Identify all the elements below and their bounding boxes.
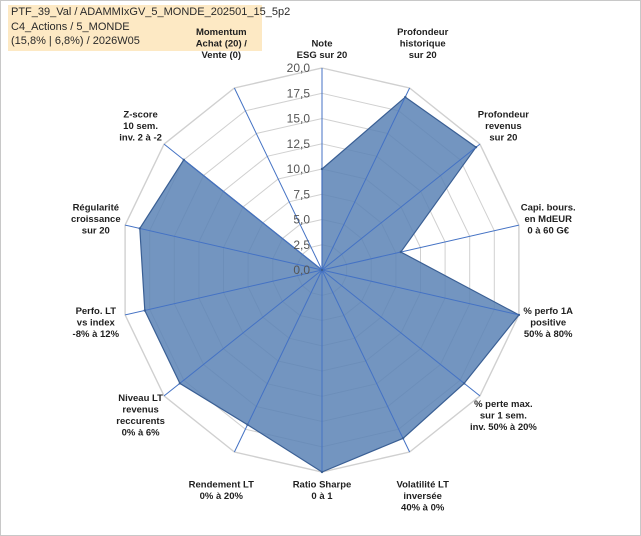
axis-spoke (163, 269, 323, 397)
axis-spoke (163, 143, 323, 271)
data-point (320, 470, 324, 474)
axis-spoke (321, 269, 481, 397)
info-line-1: PTF_39_Val / ADAMMIxGV_5_MONDE_202501_15… (11, 6, 291, 18)
axis-spoke (124, 224, 323, 271)
tick-label: 12,5 (287, 137, 311, 151)
axis-spoke (321, 224, 520, 271)
axis-label: Perfo. LT vs index -8% à 12% (73, 306, 120, 340)
axis-label: % perfo 1A positive 50% à 80% (523, 306, 573, 340)
axis-spoke (321, 143, 481, 271)
axis-label: Rendement LT 0% à 20% (189, 480, 254, 503)
info-line-3: (15,8% | 6,8%) / 2026W05 (11, 35, 140, 47)
portfolio-info-box: PTF_39_Val / ADAMMIxGV_5_MONDE_202501_15… (8, 5, 291, 51)
tick-label: 17,5 (287, 86, 311, 100)
axis-spoke (321, 269, 411, 453)
axis-spoke (124, 269, 323, 316)
axis-spoke (321, 269, 520, 316)
data-point (246, 423, 249, 426)
axis-label: Capi. bours. en MdEUR 0 à 60 G€ (521, 203, 576, 237)
tick-label: 15,0 (287, 112, 311, 126)
tick-label: 0,0 (293, 263, 310, 277)
axis-label: Momentum Achat (20) / Vente (0) (196, 27, 248, 61)
axis-label: Ratio Sharpe 0 à 1 (293, 480, 352, 503)
tick-label: 5,0 (293, 213, 310, 227)
data-point (138, 227, 141, 230)
axis-label: Volatilité LT inversée 40% à 0% (396, 480, 449, 514)
axis-spoke (233, 87, 323, 271)
axis-label: Régularité croissance sur 20 (71, 203, 121, 237)
tick-label: 2,5 (293, 238, 310, 252)
axis-label: Z-score 10 sem. inv. 2 à -2 (119, 110, 162, 144)
tick-label: 20,0 (287, 61, 311, 75)
axis-label: Profondeur revenus sur 20 (478, 110, 529, 144)
tick-label: 10,0 (287, 162, 311, 176)
data-point (399, 250, 402, 254)
data-point (462, 382, 466, 385)
axis-label: Note ESG sur 20 (297, 39, 348, 62)
axis-spoke (321, 87, 411, 271)
axis-label: Profondeur historique sur 20 (397, 27, 448, 61)
data-point (320, 268, 324, 272)
data-point (474, 146, 478, 149)
axis-spoke (233, 269, 323, 453)
data-point (320, 167, 324, 171)
data-point (404, 95, 407, 99)
data-point (182, 158, 185, 161)
axis-label: % perte max. sur 1 sem. inv. 50% à 20% (470, 399, 537, 433)
data-point (143, 309, 146, 312)
data-point (517, 313, 521, 317)
data-point (401, 437, 405, 440)
data-point (178, 382, 182, 385)
tick-label: 7,5 (293, 187, 310, 201)
axis-label: Niveau LT revenus reccurents 0% à 6% (116, 393, 165, 439)
info-line-2: C4_Actions / 5_MONDE (11, 20, 130, 33)
